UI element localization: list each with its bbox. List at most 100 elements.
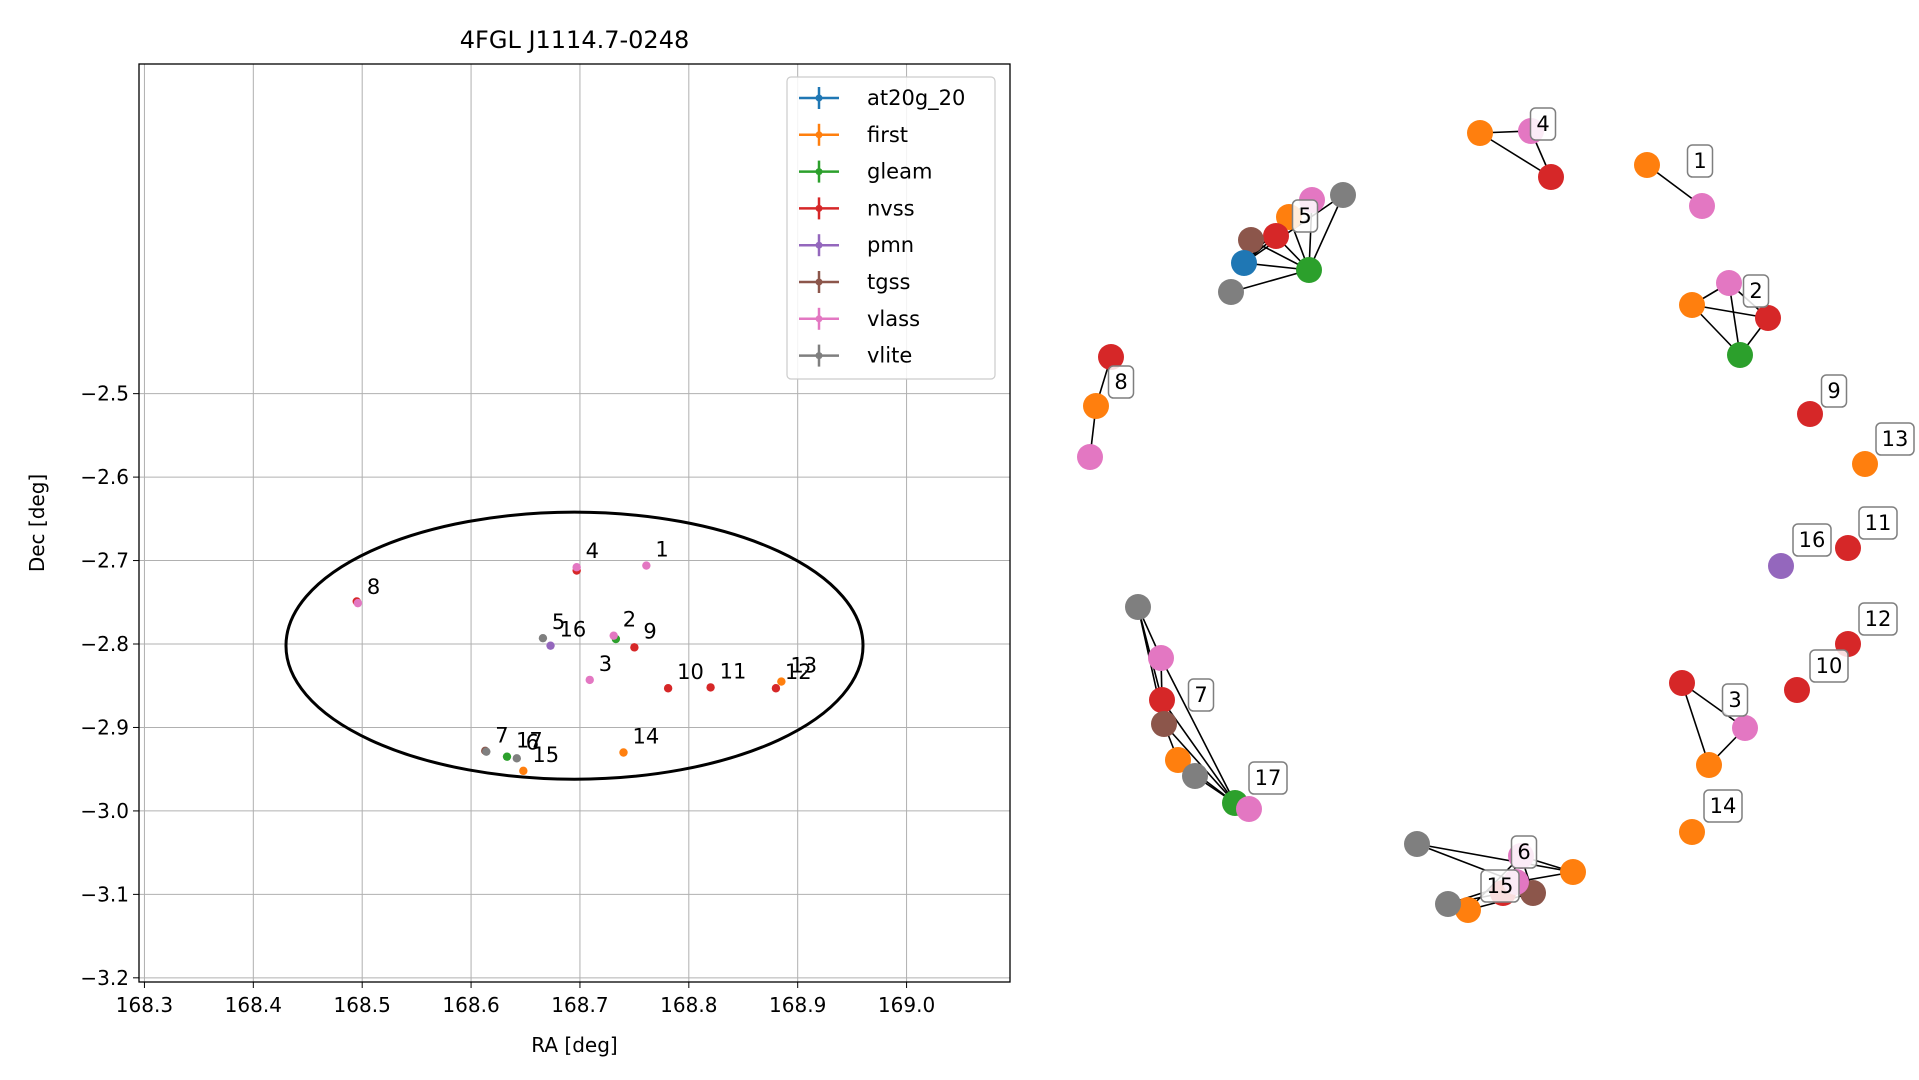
point-first <box>777 677 786 686</box>
network-edge <box>1163 723 1236 804</box>
ticks-layer: 168.3 168.4 168.5 168.6 168.7 168.8 168.9 169.0… <box>80 382 935 1017</box>
cluster-label: 8 <box>1107 365 1135 399</box>
network-node-first <box>1467 120 1493 146</box>
cluster-label-text: 6 <box>1517 840 1530 864</box>
network-node-vlass <box>1716 270 1742 296</box>
cluster-label: 14 <box>1703 789 1743 823</box>
cluster-label: 10 <box>1809 649 1849 683</box>
network-node-vlite <box>1218 279 1244 305</box>
network-node-vlass <box>1732 715 1758 741</box>
network-node-nvss <box>1835 535 1861 561</box>
network-node-nvss <box>1538 164 1564 190</box>
legend-entry-nvss: nvss <box>799 196 915 220</box>
point-vlass <box>609 631 618 640</box>
network-node-nvss <box>1784 677 1810 703</box>
x-axis-label: RA [deg] <box>531 1033 617 1057</box>
point-vlass <box>642 561 651 570</box>
cluster-label: 11 <box>1858 506 1898 540</box>
network-node-vlass <box>1148 645 1174 671</box>
cluster-label-text: 13 <box>1882 427 1909 451</box>
point-label: 3 <box>599 652 612 676</box>
legend-label: tgss <box>867 270 910 294</box>
network-node-first <box>1696 752 1722 778</box>
point-label: 17 <box>516 729 543 753</box>
legend-marker <box>815 278 823 286</box>
network-node-nvss <box>1797 401 1823 427</box>
cluster-label-text: 5 <box>1298 204 1311 228</box>
legend-label: nvss <box>867 196 915 220</box>
y-tick-label: −2.8 <box>80 632 129 656</box>
point-label: 4 <box>586 539 599 563</box>
network-edge <box>1416 843 1574 873</box>
confidence-ellipse <box>284 510 865 781</box>
x-tick-label: 168.5 <box>334 993 391 1017</box>
network-node-first <box>1083 393 1109 419</box>
ellipse-layer <box>284 510 865 781</box>
network-node-at20g_20 <box>1231 250 1257 276</box>
network-node-vlite <box>1404 831 1430 857</box>
legend-entry-vlass: vlass <box>799 307 920 331</box>
plot-frame <box>138 63 1011 983</box>
cluster-label: 17 <box>1248 761 1288 795</box>
network-node-nvss <box>1149 687 1175 713</box>
cluster-label-text: 17 <box>1255 766 1282 790</box>
network-node-vlass <box>1236 796 1262 822</box>
cluster-label: 16 <box>1792 523 1832 557</box>
x-tick-label: 168.6 <box>442 993 499 1017</box>
y-tick-label: −2.5 <box>80 382 129 406</box>
cluster-label-text: 15 <box>1487 874 1514 898</box>
network-node-nvss <box>1263 223 1289 249</box>
x-tick-label: 168.7 <box>551 993 608 1017</box>
legend-label: gleam <box>867 160 932 184</box>
cluster-label-box <box>1187 678 1215 712</box>
legend-marker <box>815 131 823 139</box>
cluster-label-text: 2 <box>1749 279 1762 303</box>
x-tick-label: 168.4 <box>225 993 282 1017</box>
legend-frame <box>786 76 996 380</box>
x-tick-label: 169.0 <box>878 993 935 1017</box>
point-pmn <box>546 641 555 650</box>
cluster-label: 4 <box>1529 107 1557 141</box>
network-node-first <box>1165 747 1191 773</box>
cluster-label: 7 <box>1187 678 1215 712</box>
y-tick-label: −2.7 <box>80 549 129 573</box>
network-edge <box>1308 194 1344 271</box>
legend-entry-first: first <box>799 123 908 147</box>
network-node-first <box>1679 292 1705 318</box>
cluster-label-text: 10 <box>1816 654 1843 678</box>
point-nvss <box>706 683 715 692</box>
network-node-vlass <box>1689 193 1715 219</box>
legend-entry-at20g_20: at20g_20 <box>799 86 965 111</box>
cluster-label-box <box>1792 523 1832 557</box>
x-tick-label: 168.3 <box>116 993 173 1017</box>
cluster-label-text: 11 <box>1865 511 1892 535</box>
cluster-label: 2 <box>1742 274 1770 308</box>
network-node-first <box>1560 859 1586 885</box>
point-vlite <box>512 754 521 763</box>
network-edge <box>1681 682 1710 766</box>
cluster-label: 13 <box>1875 422 1915 456</box>
legend-marker <box>815 315 823 323</box>
network-node-pmn <box>1768 553 1794 579</box>
cluster-label-text: 9 <box>1827 379 1840 403</box>
network-edge <box>1230 269 1310 293</box>
network-node-first <box>1679 819 1705 845</box>
point-gleam <box>502 752 512 761</box>
point-label: 14 <box>632 725 659 749</box>
y-tick-label: −3.2 <box>80 966 129 990</box>
network-node-gleam <box>1727 342 1753 368</box>
cluster-label-text: 4 <box>1536 112 1549 136</box>
cluster-label-box <box>1721 683 1749 717</box>
point-nvss <box>630 643 639 652</box>
cluster-label-text: 12 <box>1865 607 1892 631</box>
point-label: 13 <box>790 654 817 678</box>
legend-entry-gleam: gleam <box>799 160 932 184</box>
legend-marker <box>815 168 823 176</box>
legend-entry-vlite: vlite <box>799 344 912 368</box>
cluster-label: 1 <box>1686 144 1714 178</box>
legend-label: first <box>867 123 908 147</box>
legend-entry-tgss: tgss <box>799 270 910 294</box>
